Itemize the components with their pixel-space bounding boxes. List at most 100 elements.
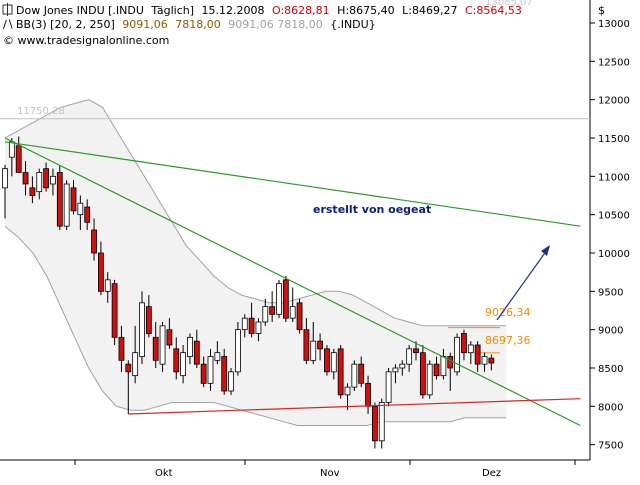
candle <box>351 360 358 391</box>
candle <box>84 199 91 230</box>
candle-body <box>406 348 413 365</box>
red-support-line <box>128 398 581 415</box>
bollinger-upper-line <box>4 99 507 327</box>
y-axis-ticks: 7500 8000 8500 9000 9500 10000 10500 11000 11500… <box>590 19 630 452</box>
indicator-label: BB(3) [20, 2, 250] <box>16 18 115 31</box>
bollinger-fill <box>5 99 507 426</box>
candle <box>406 345 413 372</box>
candle-body <box>104 279 111 292</box>
candle <box>330 348 337 380</box>
candle-body <box>433 363 440 377</box>
y-tick-label: 11500 <box>598 134 630 145</box>
candle <box>125 360 132 414</box>
candle-body <box>84 206 91 223</box>
candle <box>378 398 385 449</box>
candle <box>481 352 488 372</box>
candle <box>221 348 228 395</box>
candle <box>433 356 440 380</box>
candle-body <box>180 352 187 377</box>
candle-body <box>419 352 426 396</box>
candle <box>241 314 248 338</box>
candle <box>248 302 255 338</box>
y-tick-label: 12000 <box>598 96 630 107</box>
bollinger-icon: ∕∖ <box>3 18 14 31</box>
candle-body <box>193 340 200 365</box>
candle-body <box>385 371 392 403</box>
y-tick-label: 9000 <box>598 326 623 337</box>
candle-body <box>255 321 262 334</box>
candle-body <box>371 405 378 442</box>
candle-body <box>63 183 70 227</box>
candle-body <box>15 145 22 173</box>
x-month-label: Okt <box>155 468 173 479</box>
candle-body <box>330 352 337 373</box>
candle-body <box>91 229 97 254</box>
candle-body <box>474 344 481 365</box>
candle-body <box>426 363 433 396</box>
candle <box>413 341 419 361</box>
forecast-arrow[interactable] <box>496 245 550 321</box>
candle <box>193 329 200 368</box>
candle-body <box>228 371 234 392</box>
faded-top-label: 13085,07 <box>485 0 533 8</box>
candle-body <box>392 367 399 373</box>
bb-middle-value: 7818,00 <box>175 18 221 31</box>
candles <box>2 136 495 449</box>
candle <box>29 176 36 204</box>
candle-body <box>351 363 358 388</box>
bollinger-lower-line <box>4 225 507 426</box>
candle <box>36 168 43 200</box>
candle-body <box>248 317 255 334</box>
copyright-text: © www.tradesignalonline.com <box>3 34 169 47</box>
date-label: 15.12.2008 <box>202 4 265 17</box>
symbol-label: {.INDU} <box>330 18 376 31</box>
bollinger-bands <box>4 99 507 426</box>
candle <box>262 299 269 326</box>
candle <box>173 337 180 380</box>
candle-body <box>447 356 454 369</box>
annotation-text: erstellt von oegeat <box>313 203 431 216</box>
y-tick-label: 10500 <box>598 211 630 222</box>
candle <box>159 322 166 372</box>
y-tick-label: 9500 <box>598 287 623 298</box>
y-tick-label: 8000 <box>598 402 623 413</box>
candle-body <box>269 306 276 315</box>
candle-body <box>111 283 118 338</box>
candle <box>152 322 159 368</box>
candle-body <box>399 363 406 369</box>
candle <box>303 318 310 365</box>
candle <box>43 162 49 192</box>
close-value: C:8564,53 <box>465 4 522 17</box>
candle-body <box>187 336 193 357</box>
candle-body <box>481 356 488 365</box>
candle-body <box>70 187 77 212</box>
candle-body <box>488 357 495 364</box>
candle <box>166 318 173 349</box>
candle-body <box>440 356 447 377</box>
candle <box>419 345 426 399</box>
candle <box>70 180 77 215</box>
trendlines[interactable] <box>4 137 581 427</box>
candle <box>392 364 399 384</box>
candle-body <box>29 187 36 196</box>
level-8697-label: 8697,36 <box>485 334 531 347</box>
y-tick-label: 7500 <box>598 441 623 452</box>
candle <box>358 356 365 388</box>
candle <box>467 341 474 365</box>
bb-values-repeat: 9091,06 7818,00 <box>228 18 322 31</box>
high-value: H:8675,40 <box>337 4 394 17</box>
candle-body <box>262 306 269 323</box>
candle-body <box>145 306 152 334</box>
candle <box>296 299 303 334</box>
x-month-label: Nov <box>320 468 340 479</box>
green-trendline-resistance <box>4 141 581 227</box>
candle <box>91 218 97 261</box>
candle <box>276 279 282 319</box>
candle-body <box>22 172 29 185</box>
candle <box>56 164 63 230</box>
candle-body <box>221 356 228 392</box>
candle-body <box>132 352 139 377</box>
candle-body <box>467 344 474 354</box>
candle <box>399 360 406 376</box>
